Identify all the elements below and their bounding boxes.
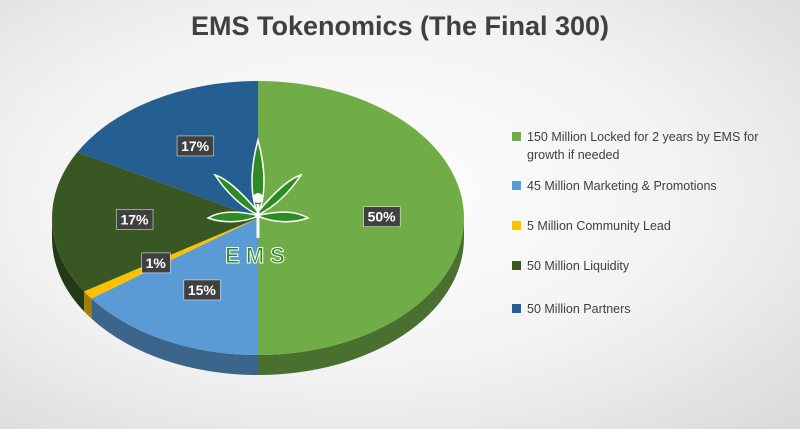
legend-label: 50 Million Liquidity [527, 259, 630, 273]
data-label: 50% [368, 209, 397, 225]
data-label-box [183, 279, 221, 301]
data-label-group: 17% [116, 209, 154, 230]
legend-item: 150 Million Locked for 2 years by EMS fo… [512, 128, 792, 164]
legend-swatch [512, 221, 521, 230]
slice-side [52, 218, 85, 312]
legend-item: 45 Million Marketing & Promotions [512, 177, 792, 195]
data-label-group: 15% [183, 279, 221, 301]
legend: 150 Million Locked for 2 years by EMS fo… [512, 128, 792, 318]
legend-item: 50 Million Partners [512, 300, 792, 318]
chart-title: EMS Tokenomics (The Final 300) [191, 11, 609, 41]
data-labels: 50% 15% 1% 17% 17% [116, 135, 401, 301]
data-label-box [116, 209, 154, 230]
legend-label: 5 Million Community Lead [527, 219, 671, 233]
logo-text: EMS [225, 243, 291, 268]
data-label: 1% [146, 255, 167, 271]
data-label-group: 50% [363, 206, 401, 227]
legend-item: 50 Million Liquidity [512, 257, 792, 275]
slice-side [91, 298, 258, 375]
data-label-box [141, 252, 171, 274]
legend-swatch [512, 304, 521, 313]
slice [258, 81, 464, 355]
slice [77, 81, 258, 218]
legend-swatch [512, 181, 521, 190]
pie-sides [52, 218, 464, 375]
data-label-group: 1% [141, 252, 171, 274]
legend-swatch [512, 132, 521, 141]
data-label: 17% [181, 138, 210, 154]
legend-swatch [512, 261, 521, 270]
pie-tops [52, 81, 464, 355]
legend-item: 5 Million Community Lead [512, 217, 792, 235]
data-label-group: 17% [176, 135, 214, 157]
data-label: 17% [120, 211, 149, 227]
logo: EMS [206, 137, 310, 268]
legend-label: 150 Million Locked for 2 years by EMS fo… [527, 130, 759, 162]
data-label-box [363, 206, 401, 227]
slice [52, 151, 259, 292]
legend-label: 45 Million Marketing & Promotions [527, 179, 717, 193]
legend-label: 50 Million Partners [527, 302, 631, 316]
data-label-box [176, 135, 214, 157]
slice [91, 218, 258, 355]
slice-side [258, 218, 464, 375]
slice-side [84, 291, 92, 319]
data-label: 15% [188, 282, 217, 298]
slice [84, 218, 258, 299]
